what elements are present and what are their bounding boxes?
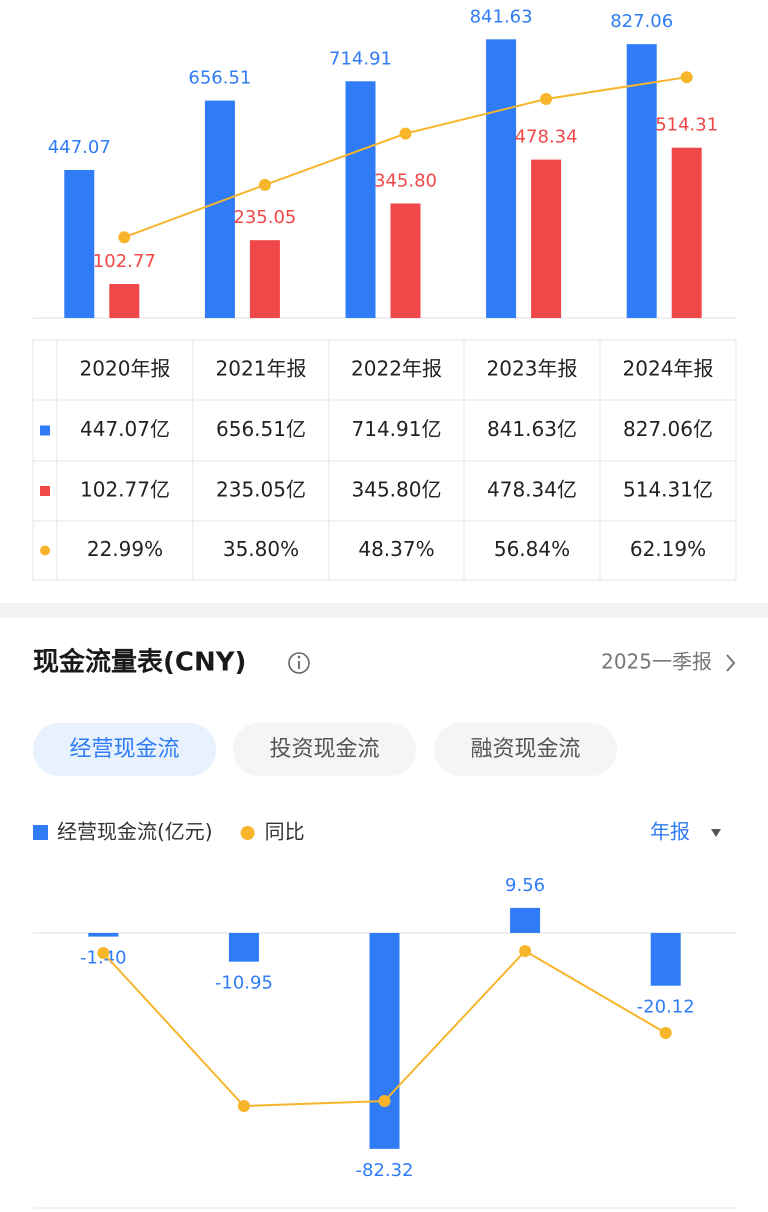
data-label: 656.51 <box>188 68 251 89</box>
line-point <box>97 947 110 959</box>
data-label: 827.06 <box>610 11 673 32</box>
bar <box>109 283 140 318</box>
table-header: 2021年报 <box>216 357 307 381</box>
tab-label[interactable]: 经营现金流 <box>69 737 179 762</box>
data-label: -20.12 <box>637 997 695 1018</box>
tab[interactable] <box>33 723 216 776</box>
legend-marker <box>40 486 50 496</box>
period-selector[interactable]: 年报 <box>650 820 690 844</box>
bar <box>486 39 517 318</box>
bar <box>249 240 280 318</box>
bar <box>88 932 119 937</box>
bar <box>626 44 657 318</box>
table-cell: 35.80% <box>223 537 299 561</box>
report-link[interactable]: 2025一季报 <box>601 650 712 674</box>
bar <box>671 147 702 318</box>
bar <box>64 169 95 318</box>
legend-label: 同比 <box>265 820 305 844</box>
section-title: 现金流量表(CNY) <box>33 647 246 678</box>
data-label: 235.05 <box>233 207 296 228</box>
table-cell: 62.19% <box>630 537 706 561</box>
data-label: -10.95 <box>215 973 273 994</box>
legend-marker <box>240 826 255 840</box>
table-cell: 235.05亿 <box>216 478 306 502</box>
bar <box>228 932 259 962</box>
bar <box>204 100 235 318</box>
data-label: 102.77 <box>93 251 156 272</box>
table-cell: 102.77亿 <box>80 478 170 502</box>
table-cell: 48.37% <box>358 537 434 561</box>
table-header: 2022年报 <box>351 357 442 381</box>
data-label: 841.63 <box>470 6 533 27</box>
data-label: 9.56 <box>505 875 545 896</box>
table-cell: 827.06亿 <box>623 417 713 441</box>
data-label: 345.80 <box>374 171 437 192</box>
line-point <box>540 93 553 106</box>
bar <box>510 907 541 933</box>
tab-label[interactable]: 融资现金流 <box>470 737 580 762</box>
table-cell: 22.99% <box>87 537 163 561</box>
table-cell: 345.80亿 <box>352 478 442 502</box>
table-cell: 514.31亿 <box>623 478 713 502</box>
line-point <box>659 1027 672 1039</box>
line-point <box>519 945 532 957</box>
line-point <box>118 231 131 244</box>
tab[interactable] <box>233 723 416 776</box>
legend-marker <box>40 425 50 436</box>
line-point <box>237 1100 250 1112</box>
bar <box>531 159 562 318</box>
line-point <box>258 178 271 191</box>
legend-marker <box>33 825 48 840</box>
line-point <box>378 1095 391 1107</box>
data-label: 478.34 <box>515 127 578 148</box>
table-cell: 56.84% <box>494 537 570 561</box>
dropdown-arrow[interactable] <box>711 829 721 837</box>
data-label: -82.32 <box>355 1160 413 1181</box>
table-cell: 447.07亿 <box>80 417 170 441</box>
bar <box>390 203 421 318</box>
table-cell: 841.63亿 <box>487 417 577 441</box>
table-cell: 478.34亿 <box>487 478 577 502</box>
tab[interactable] <box>434 723 617 776</box>
bar <box>650 932 681 986</box>
legend-marker <box>40 545 50 556</box>
table-header: 2020年报 <box>80 357 171 381</box>
info-icon[interactable] <box>288 652 310 674</box>
bar <box>345 81 376 318</box>
section-divider <box>0 603 768 618</box>
table-header: 2024年报 <box>623 357 714 381</box>
data-label: 447.07 <box>48 137 111 158</box>
tab-label[interactable]: 投资现金流 <box>269 737 379 762</box>
line-point <box>399 127 412 140</box>
data-label: 514.31 <box>655 115 718 136</box>
bar <box>369 932 400 1149</box>
legend-label: 经营现金流(亿元) <box>57 820 213 844</box>
table-cell: 714.91亿 <box>352 417 442 441</box>
line-point <box>680 71 693 84</box>
table-cell: 656.51亿 <box>216 417 306 441</box>
data-label: 714.91 <box>329 48 392 69</box>
chevron[interactable] <box>726 654 736 672</box>
table-header: 2023年报 <box>487 357 578 381</box>
